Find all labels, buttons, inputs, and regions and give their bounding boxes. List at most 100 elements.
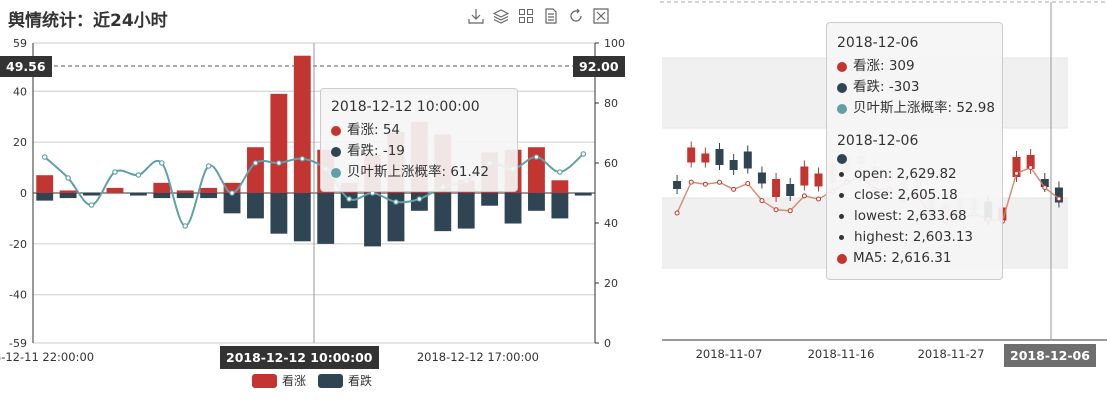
- probability-point: [135, 172, 142, 178]
- y2-tick-label: 100: [604, 37, 625, 50]
- tooltip-dot: [331, 146, 341, 157]
- tooltip-text: 贝叶斯上涨概率: 61.42: [347, 164, 489, 180]
- probability-point: [393, 199, 399, 205]
- bar-fall: [481, 193, 499, 206]
- tooltip-text: 贝叶斯上涨概率: 52.98: [853, 100, 995, 116]
- tooltip-ohlc-row: open: 2,629.82: [837, 164, 992, 185]
- x-tick-label: 2018-12-11 22:00:00: [0, 350, 94, 364]
- bullet: [839, 172, 844, 177]
- grid-icon[interactable]: [518, 8, 534, 24]
- ma-point: [816, 196, 821, 202]
- probability-point: [112, 169, 118, 175]
- candle-body: [1054, 187, 1063, 203]
- legend-item-rise[interactable]: 看涨: [252, 372, 306, 389]
- bar-fall: [551, 193, 569, 219]
- zoom-reset-icon[interactable]: [593, 8, 609, 24]
- candle-body: [786, 184, 795, 196]
- legend-item-fall[interactable]: 看跌: [318, 372, 372, 389]
- legend-label: 看涨: [282, 374, 307, 388]
- ma-point: [801, 193, 807, 199]
- ma-name: MA5: [853, 250, 883, 266]
- candle-body: [673, 181, 682, 189]
- ma-point: [688, 179, 694, 185]
- probability-point: [229, 190, 235, 196]
- bar-rise: [36, 175, 54, 193]
- bar-fall: [59, 193, 77, 199]
- bar-rise: [270, 93, 288, 193]
- tooltip-row: 贝叶斯上涨概率: 61.42: [331, 162, 507, 183]
- candle-body: [1026, 155, 1035, 169]
- y-tick-label: -20: [9, 238, 27, 251]
- probability-point: [158, 160, 165, 166]
- y-tick-label: 40: [13, 85, 27, 98]
- candle-body: [729, 160, 738, 170]
- bar-rise: [223, 182, 241, 193]
- x-pointer-label-right: 2018-12-06: [1004, 344, 1096, 367]
- bar-rise: [59, 190, 77, 193]
- tooltip-right: 2018-12-06 看涨: 309 看跌: -303 贝叶斯上涨概率: 52.98…: [826, 22, 1003, 280]
- tooltip-row: 看涨: 309: [837, 56, 992, 77]
- y2-tick-label: 40: [604, 217, 618, 230]
- legend-label: 看跌: [348, 374, 373, 388]
- bar-fall: [364, 193, 381, 247]
- ma-point: [773, 207, 779, 213]
- ma-point: [759, 198, 765, 204]
- y2-tick-label: 60: [604, 157, 618, 170]
- tooltip-header-kline: 2018-12-06: [837, 133, 919, 149]
- probability-point: [533, 154, 540, 160]
- probability-point: [580, 151, 587, 157]
- bullet: [839, 214, 844, 219]
- bar-rise: [551, 180, 569, 193]
- ma-point: [1014, 170, 1019, 176]
- ma-point: [1028, 165, 1034, 170]
- candle-body: [1040, 179, 1049, 187]
- probability-point: [346, 196, 352, 202]
- tooltip-text: 看涨: 54: [347, 122, 401, 138]
- bar-fall: [434, 193, 452, 232]
- ohlc-text: open: 2,629.82: [854, 166, 957, 182]
- ma-point: [731, 186, 737, 192]
- ohlc-text: lowest: 2,633.68: [854, 208, 967, 224]
- bar-fall: [176, 193, 194, 199]
- tooltip-dot: [837, 103, 847, 114]
- probability-point: [299, 155, 306, 162]
- y2-tick-label: 80: [604, 97, 618, 110]
- refresh-icon[interactable]: [568, 8, 584, 24]
- bar-rise: [528, 147, 545, 193]
- tooltip: 2018-12-12 10:00:00 看涨: 54 看跌: -19 贝叶斯上涨概率…: [320, 88, 518, 192]
- y-tick-label: -59: [9, 337, 27, 350]
- bar-fall: [457, 193, 475, 229]
- bar-fall: [574, 193, 592, 196]
- probability-point: [182, 223, 189, 229]
- x-tick-label: 2018-11-07: [696, 347, 763, 361]
- kline-dot: [837, 154, 847, 164]
- probability-point: [557, 169, 563, 175]
- ohlc-text: close: 2,605.18: [854, 187, 958, 203]
- tooltip-ohlc-row: lowest: 2,633.68: [837, 206, 992, 227]
- x-tick-label: 2018-11-16: [808, 347, 875, 361]
- toolbox: [468, 8, 609, 24]
- candle-body: [772, 179, 781, 197]
- bar-fall: [247, 193, 264, 219]
- bar-fall: [153, 193, 171, 199]
- candle-body: [701, 153, 710, 163]
- tooltip-dot: [331, 167, 341, 178]
- tooltip-header: 2018-12-06: [837, 35, 919, 51]
- tooltip-row: 看跌: -19: [331, 141, 507, 162]
- bar-fall: [528, 193, 545, 211]
- y-pointer-label-left: 49.56: [0, 56, 52, 77]
- x-tick-label: 2018-12-12 17:00:00: [417, 350, 539, 364]
- y2-tick-label: 0: [604, 337, 611, 350]
- tooltip-dot: [331, 125, 341, 136]
- y-tick-label: 0: [20, 187, 27, 200]
- candle-body: [715, 149, 724, 165]
- download-icon[interactable]: [468, 8, 484, 24]
- bullet: [839, 193, 844, 198]
- tooltip-header: 2018-12-12 10:00:00: [331, 99, 480, 115]
- left-chart: 59 40 20 0 -20 -40 -59 0 20 40 60 80 100 2018-12-11 2…: [0, 37, 625, 364]
- probability-point: [41, 154, 48, 160]
- ma-dot: [837, 253, 847, 264]
- tooltip-text: 看涨: 309: [853, 58, 915, 74]
- document-icon[interactable]: [543, 8, 559, 24]
- layers-icon[interactable]: [493, 8, 509, 24]
